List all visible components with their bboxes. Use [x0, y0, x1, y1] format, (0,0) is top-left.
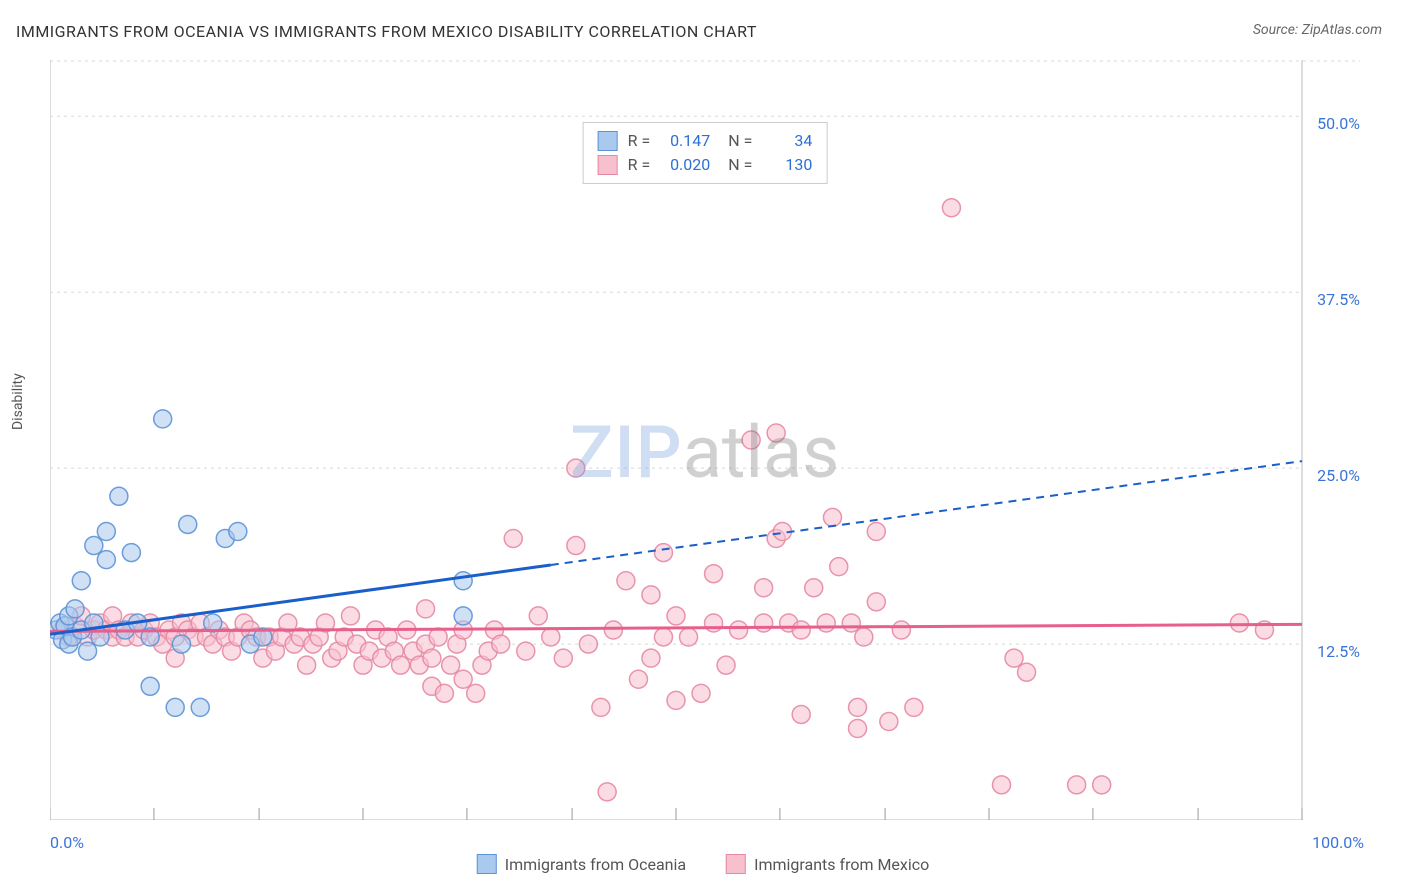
n-value-1: 34 [762, 129, 812, 153]
legend-item-1: Immigrants from Oceania [477, 854, 686, 874]
n-label-1: N = [720, 129, 752, 153]
x-min-label: 0.0% [50, 833, 84, 852]
n-value-2: 130 [762, 153, 812, 177]
swatch-bottom-1 [477, 854, 497, 874]
r-label-2: R = [628, 153, 651, 177]
y-tick-label: 12.5% [1317, 642, 1360, 661]
y-tick-label: 37.5% [1317, 290, 1360, 309]
swatch-series2 [598, 155, 618, 175]
r-value-2: 0.020 [660, 153, 710, 177]
y-axis-label: Disability [10, 373, 26, 430]
source-attribution: Source: ZipAtlas.com [1253, 22, 1382, 38]
y-tick-label: 25.0% [1317, 466, 1360, 485]
chart-title: IMMIGRANTS FROM OCEANIA VS IMMIGRANTS FR… [16, 22, 757, 41]
series-legend: Immigrants from Oceania Immigrants from … [477, 854, 930, 874]
x-max-label: 100.0% [1312, 833, 1364, 852]
correlation-row-2: R = 0.020 N = 130 [598, 153, 813, 177]
correlation-row-1: R = 0.147 N = 34 [598, 129, 813, 153]
correlation-legend: R = 0.147 N = 34 R = 0.020 N = 130 [583, 122, 828, 184]
y-tick-label: 50.0% [1317, 114, 1360, 133]
legend-item-2: Immigrants from Mexico [726, 854, 929, 874]
legend-label-2: Immigrants from Mexico [754, 855, 929, 874]
n-label-2: N = [720, 153, 752, 177]
chart-area: ZIPatlas R = 0.147 N = 34 R = 0.020 N = … [50, 60, 1360, 820]
swatch-series1 [598, 131, 618, 151]
legend-label-1: Immigrants from Oceania [505, 855, 686, 874]
r-value-1: 0.147 [660, 129, 710, 153]
r-label-1: R = [628, 129, 651, 153]
swatch-bottom-2 [726, 854, 746, 874]
